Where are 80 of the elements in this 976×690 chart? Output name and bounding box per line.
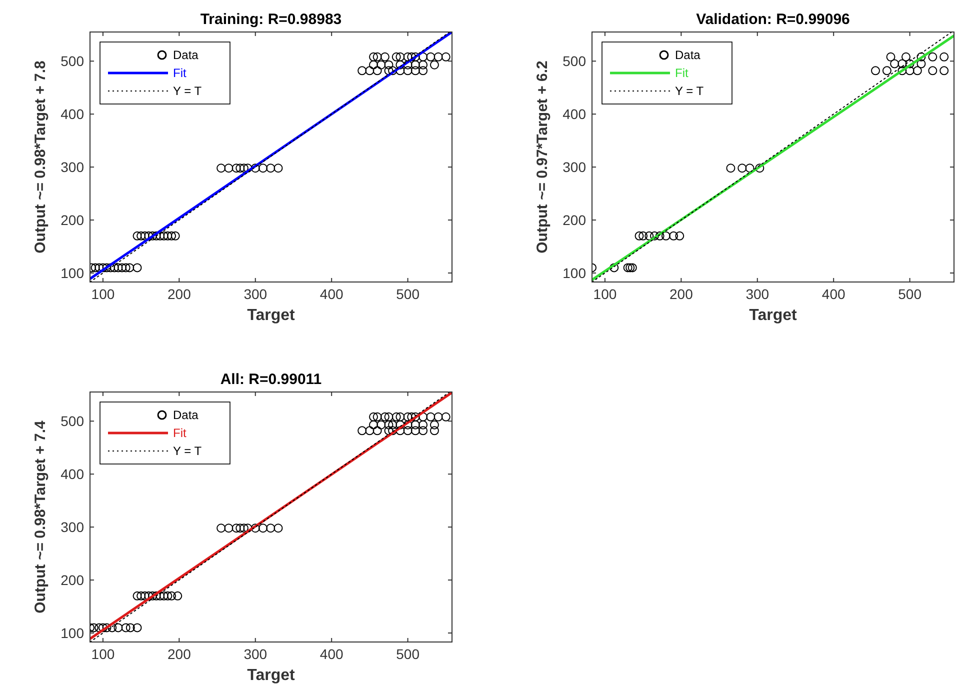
legend-label: Fit (173, 66, 187, 80)
point (871, 66, 880, 76)
point (626, 263, 635, 272)
x-tick-label: 500 (898, 286, 922, 302)
y-tick-label: 500 (562, 53, 586, 70)
point (675, 231, 684, 240)
x-tick-label: 100 (593, 286, 617, 302)
y-axis-title: Output ~= 0.98*Target + 7.4 (32, 420, 49, 614)
point (890, 59, 900, 68)
point (916, 59, 926, 68)
point (905, 66, 914, 76)
legend-label: Y = T (173, 84, 202, 98)
point (916, 52, 926, 62)
point (661, 231, 670, 240)
point (940, 52, 949, 62)
x-tick-label: 500 (396, 286, 420, 302)
point (882, 66, 892, 76)
y-tick-label: 500 (60, 53, 84, 70)
y-axis-title: Output ~= 0.98*Target + 7.8 (32, 60, 49, 254)
point (905, 59, 914, 68)
x-tick-label: 200 (669, 286, 694, 302)
x-tick-label: 400 (822, 286, 846, 302)
x-tick-label: 300 (746, 286, 770, 302)
x-tick-label: 100 (91, 646, 115, 662)
legend-label: Fit (675, 66, 689, 80)
point (638, 231, 648, 240)
y-tick-label: 300 (60, 159, 84, 176)
x-tick-label: 300 (244, 646, 268, 662)
legend-label: Y = T (173, 444, 202, 458)
point (623, 263, 632, 272)
point (898, 59, 907, 68)
y-tick-label: 100 (60, 624, 84, 641)
point (650, 231, 659, 240)
legend-label: Fit (173, 426, 187, 440)
y-axis-title: Output ~= 0.97*Target + 6.2 (534, 60, 551, 254)
y-tick-label: 100 (60, 264, 84, 281)
y-tick-label: 400 (562, 106, 586, 122)
point (755, 164, 764, 173)
point (610, 263, 619, 272)
point (898, 66, 907, 76)
x-tick-label: 300 (244, 286, 268, 302)
x-tick-label: 500 (396, 646, 420, 662)
x-tick-label: 200 (167, 646, 192, 662)
point (912, 66, 922, 76)
point (745, 164, 754, 173)
point (886, 52, 896, 62)
chart-title: Validation: R=0.99096 (696, 11, 850, 28)
point (644, 231, 654, 240)
point (928, 66, 938, 76)
y-tick-label: 400 (60, 106, 84, 122)
x-axis-title: Target (247, 307, 296, 324)
y-tick-label: 500 (60, 413, 84, 430)
x-tick-label: 400 (320, 646, 344, 662)
y-tick-label: 100 (562, 264, 586, 281)
legend-label: Y = T (675, 84, 704, 98)
point (928, 52, 938, 62)
point (628, 263, 637, 272)
y-tick-label: 300 (60, 519, 84, 536)
x-tick-label: 100 (91, 286, 115, 302)
y-tick-label: 300 (562, 159, 586, 176)
y-tick-label: 200 (562, 212, 586, 228)
chart-title: Training: R=0.98983 (200, 11, 342, 28)
x-tick-label: 400 (320, 286, 344, 302)
x-axis-title: Target (749, 307, 798, 324)
point (901, 52, 910, 62)
point (669, 231, 678, 240)
legend-label: Data (675, 48, 701, 62)
legend-label: Data (173, 408, 199, 422)
point (738, 164, 747, 173)
x-axis-title: Target (247, 667, 296, 684)
legend-label: Data (173, 48, 199, 62)
x-tick-label: 200 (167, 286, 192, 302)
y-tick-label: 400 (60, 466, 84, 482)
point (940, 66, 949, 76)
y-tick-label: 200 (60, 212, 84, 228)
point (726, 164, 736, 173)
y-tick-label: 200 (60, 572, 84, 588)
chart-title: All: R=0.99011 (220, 371, 322, 388)
point (634, 231, 644, 240)
point (655, 231, 664, 240)
